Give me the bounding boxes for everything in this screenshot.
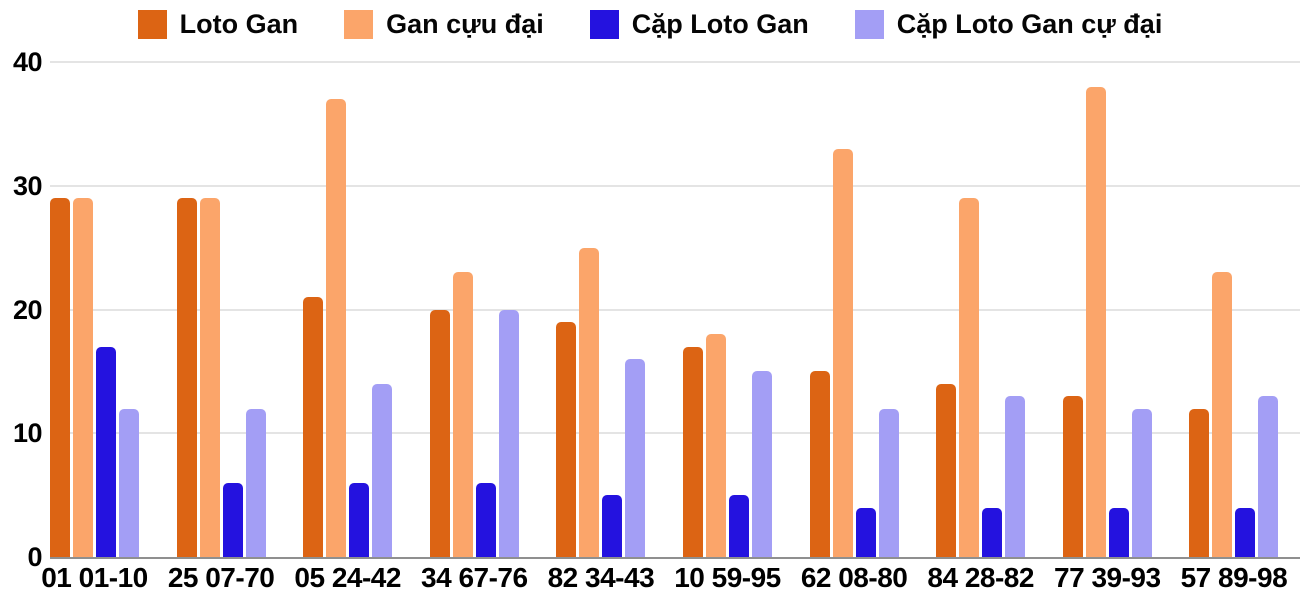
bar[interactable] xyxy=(809,371,830,557)
legend-label: Cặp Loto Gan cự đại xyxy=(896,9,1163,39)
bar[interactable] xyxy=(119,408,139,557)
legend-swatch-icon xyxy=(344,10,374,39)
bar[interactable] xyxy=(1189,408,1210,557)
bar[interactable] xyxy=(855,507,876,557)
bar[interactable] xyxy=(1258,396,1279,557)
gridline xyxy=(50,61,1300,63)
y-tick-label: 20 xyxy=(12,294,43,325)
x-category-label: 10 59-95 xyxy=(674,562,781,593)
bar[interactable] xyxy=(1235,507,1256,557)
x-category-label: 01 01-10 xyxy=(41,562,148,593)
x-category-label: 84 28-82 xyxy=(927,562,1034,593)
bar[interactable] xyxy=(176,198,197,557)
bar[interactable] xyxy=(832,148,853,557)
x-category-label: 82 34-43 xyxy=(547,562,655,593)
y-tick-label: 10 xyxy=(12,418,43,449)
x-category-label: 25 07-70 xyxy=(167,562,275,593)
bar[interactable] xyxy=(1085,86,1106,557)
bar[interactable] xyxy=(706,334,726,557)
y-tick-label: 0 xyxy=(27,542,42,572)
bar[interactable] xyxy=(372,383,393,557)
bar[interactable] xyxy=(1005,396,1026,557)
legend-swatch-icon xyxy=(137,10,167,39)
plot-area xyxy=(50,61,1300,559)
x-axis-line xyxy=(50,557,1300,559)
x-category-label: 62 08-80 xyxy=(800,562,908,593)
x-category-label: 05 24-42 xyxy=(294,562,401,593)
bar[interactable] xyxy=(349,482,370,557)
bar[interactable] xyxy=(50,198,70,557)
legend-item-series-2: Cặp Loto Gan xyxy=(589,9,809,40)
legend-item-series-3: Cặp Loto Gan cự đại xyxy=(854,9,1163,40)
legend-swatch-icon xyxy=(854,10,884,39)
legend-item-series-0: Loto Gan xyxy=(137,9,299,40)
bar[interactable] xyxy=(625,359,646,557)
gridline xyxy=(50,432,1300,435)
bar[interactable] xyxy=(245,408,266,557)
bar[interactable] xyxy=(452,272,473,557)
bar[interactable] xyxy=(1131,408,1152,557)
chart-legend: Loto Gan Gan cựu đại Cặp Loto Gan Cặp Loto … xyxy=(0,9,1300,40)
bar[interactable] xyxy=(498,309,519,557)
bar[interactable] xyxy=(683,346,703,557)
legend-label: Gan cựu đại xyxy=(386,9,544,39)
gridline xyxy=(50,308,1300,311)
bar[interactable] xyxy=(936,383,957,557)
bar[interactable] xyxy=(429,309,450,557)
y-tick-label: 30 xyxy=(12,170,43,201)
legend-item-series-1: Gan cựu đại xyxy=(344,9,544,40)
bar[interactable] xyxy=(579,247,600,557)
y-tick-label: 40 xyxy=(12,47,43,77)
bar[interactable] xyxy=(878,408,899,557)
bar[interactable] xyxy=(959,198,980,557)
bar[interactable] xyxy=(556,321,577,557)
x-category-label: 34 67-76 xyxy=(421,562,528,593)
bar[interactable] xyxy=(602,495,623,557)
bar[interactable] xyxy=(222,482,243,557)
gridline xyxy=(50,184,1300,187)
x-axis: 01 01-10 25 07-70 05 24-42 34 67-76 82 34-43… xyxy=(41,562,1300,598)
bar[interactable] xyxy=(752,371,772,557)
bar[interactable] xyxy=(199,198,220,557)
bar[interactable] xyxy=(1062,396,1083,557)
bar[interactable] xyxy=(729,495,749,557)
bar[interactable] xyxy=(326,99,347,557)
bar[interactable] xyxy=(96,346,116,557)
x-category-label: 57 89-98 xyxy=(1180,562,1288,593)
bar[interactable] xyxy=(1108,507,1129,557)
x-category-label: 77 39-93 xyxy=(1054,562,1161,593)
legend-swatch-icon xyxy=(589,10,619,39)
bar[interactable] xyxy=(73,198,93,557)
bar[interactable] xyxy=(475,482,496,557)
bar[interactable] xyxy=(303,297,324,557)
bar[interactable] xyxy=(982,507,1003,557)
bar[interactable] xyxy=(1212,272,1233,557)
legend-label: Cặp Loto Gan xyxy=(631,9,809,39)
legend-label: Loto Gan xyxy=(179,9,299,39)
